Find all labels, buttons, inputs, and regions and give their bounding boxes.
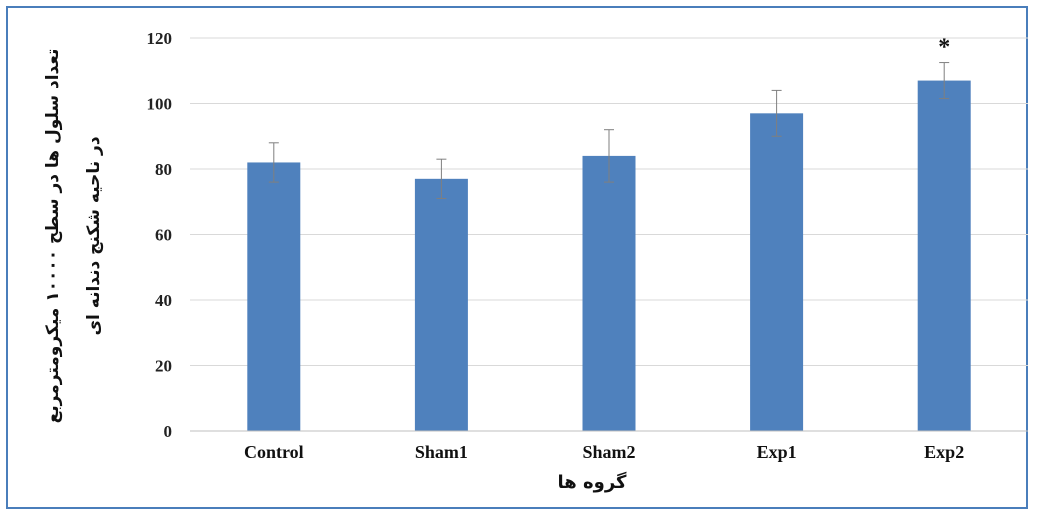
y-tick-label: 120 [147,29,173,48]
gridlines [190,37,1028,366]
category-label: Exp1 [757,442,797,462]
category-label: Sham1 [415,442,468,462]
y-tick-label: 20 [155,357,172,376]
error-bars [268,62,950,199]
x-axis-title: گروه ها [558,471,628,493]
category-label: Sham2 [582,442,635,462]
chart-frame [6,6,1028,509]
bars [247,80,971,431]
y-tick-label: 80 [155,160,172,179]
bar-control [247,162,301,431]
significance-markers: * [938,35,950,61]
y-tick-label: 60 [155,226,172,245]
y-tick-label: 0 [164,422,173,441]
bar-sham2 [582,155,636,431]
y-axis-title-line1: تعداد سلول ها در سطح ۱۰۰۰۰ میکرومترمربع [43,49,63,424]
category-label: Control [244,442,304,462]
significance-star: * [938,35,950,61]
x-axis-categories: Control Sham1 Sham2 Exp1 Exp2 [244,442,964,462]
y-axis-ticks: 0 20 40 60 80 100 120 [147,29,173,441]
bar-exp2 [917,80,971,431]
bar-exp1 [750,113,804,431]
y-tick-label: 100 [147,95,173,114]
y-tick-label: 40 [155,291,172,310]
y-axis-title-line2: در ناحیه شکنج دندانه ای [84,136,104,335]
category-label: Exp2 [924,442,964,462]
bar-sham1 [414,178,468,431]
